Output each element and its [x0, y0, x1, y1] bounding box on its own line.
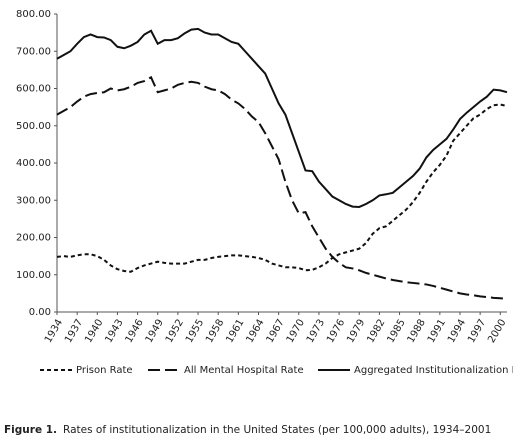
- x-tick-label: 1946: [124, 318, 146, 346]
- series-line: [56, 103, 508, 273]
- legend-label: Aggregated Institutionalization Rate: [354, 365, 513, 376]
- x-tick-label: 1964: [244, 318, 266, 346]
- legend-label: All Mental Hospital Rate: [184, 365, 304, 376]
- x-tick-label: 1940: [83, 318, 105, 346]
- x-tick-label: 1982: [365, 318, 387, 346]
- x-tick-label: 1967: [265, 318, 287, 346]
- y-tick-label: 200.00: [16, 233, 51, 244]
- y-tick-label: 500.00: [16, 121, 51, 132]
- x-tick-label: 1997: [466, 318, 488, 346]
- caption: Figure 1. Rates of institutionalization i…: [4, 424, 491, 436]
- y-tick-label: 0.00: [29, 307, 51, 318]
- series-line: [56, 75, 508, 300]
- y-tick-label: 400.00: [16, 158, 51, 169]
- y-tick-label: 600.00: [16, 84, 51, 95]
- x-tick-label: 1985: [385, 318, 407, 346]
- caption-label: Figure 1.: [4, 424, 57, 436]
- y-tick-label: 100.00: [16, 270, 51, 281]
- y-tick-label: 700.00: [16, 46, 51, 57]
- x-tick-label: 1952: [164, 318, 186, 346]
- x-tick-label: 1988: [406, 318, 428, 346]
- x-tick-label: 1976: [325, 318, 347, 346]
- x-tick-label: 1970: [285, 318, 307, 346]
- y-tick-label: 800.00: [16, 9, 51, 20]
- x-tick-label: 1955: [184, 318, 206, 346]
- x-tick-label: 1991: [426, 318, 448, 346]
- legend-label: Prison Rate: [76, 365, 133, 376]
- x-tick-label: 1937: [63, 318, 85, 346]
- x-tick-label: 2000: [486, 318, 508, 346]
- caption-text: Rates of institutionalization in the Uni…: [63, 424, 491, 436]
- x-tick-label: 1979: [345, 318, 367, 346]
- series-line: [56, 27, 508, 208]
- y-tick-label: 300.00: [16, 195, 51, 206]
- x-tick-label: 1934: [43, 318, 65, 346]
- x-tick-label: 1958: [204, 318, 226, 346]
- x-tick-label: 1961: [224, 318, 246, 346]
- x-tick-label: 1949: [144, 318, 166, 346]
- x-tick-label: 1994: [446, 318, 468, 346]
- x-tick-label: 1943: [103, 318, 125, 346]
- x-tick-label: 1973: [305, 318, 327, 346]
